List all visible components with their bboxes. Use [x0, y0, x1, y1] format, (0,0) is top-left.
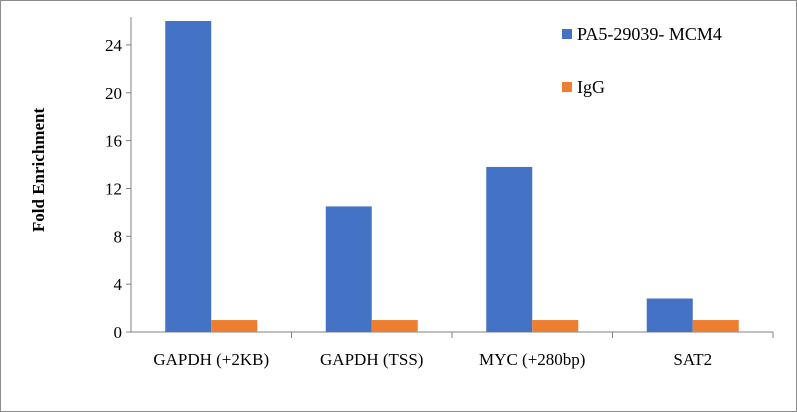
- bar-igg: [692, 320, 739, 332]
- x-tick-label: MYC (+280bp): [479, 350, 585, 369]
- y-axis-label: Fold Enrichment: [29, 108, 48, 233]
- legend-swatch: [562, 29, 572, 39]
- bar-igg: [532, 320, 579, 332]
- bar-pa5-29039-mcm4: [646, 298, 693, 332]
- y-tick-label: 16: [105, 132, 122, 151]
- legend-swatch: [562, 82, 572, 92]
- bar-pa5-29039-mcm4: [165, 21, 212, 332]
- y-tick-label: 8: [114, 227, 123, 246]
- bar-igg: [371, 320, 418, 332]
- x-tick-label: SAT2: [673, 350, 712, 369]
- y-tick-label: 4: [114, 275, 123, 294]
- y-tick-label: 20: [105, 84, 122, 103]
- legend: PA5-29039- MCM4 IgG: [562, 24, 722, 97]
- plot-area: 0 4 8 12 16 20 24 GAPDH (+2KB) GAPDH (TSS) MYC (+…: [105, 17, 774, 369]
- legend-label: IgG: [577, 77, 605, 97]
- x-tick-label: GAPDH (TSS): [320, 350, 423, 369]
- y-tick-label: 0: [114, 323, 123, 342]
- legend-label: PA5-29039- MCM4: [577, 24, 722, 44]
- y-tick-label: 12: [105, 179, 122, 198]
- bar-pa5-29039-mcm4: [325, 206, 372, 332]
- x-tick-label: GAPDH (+2KB): [153, 350, 269, 369]
- y-tick-label: 24: [105, 36, 123, 55]
- bar-pa5-29039-mcm4: [486, 166, 533, 332]
- bar-igg: [211, 320, 258, 332]
